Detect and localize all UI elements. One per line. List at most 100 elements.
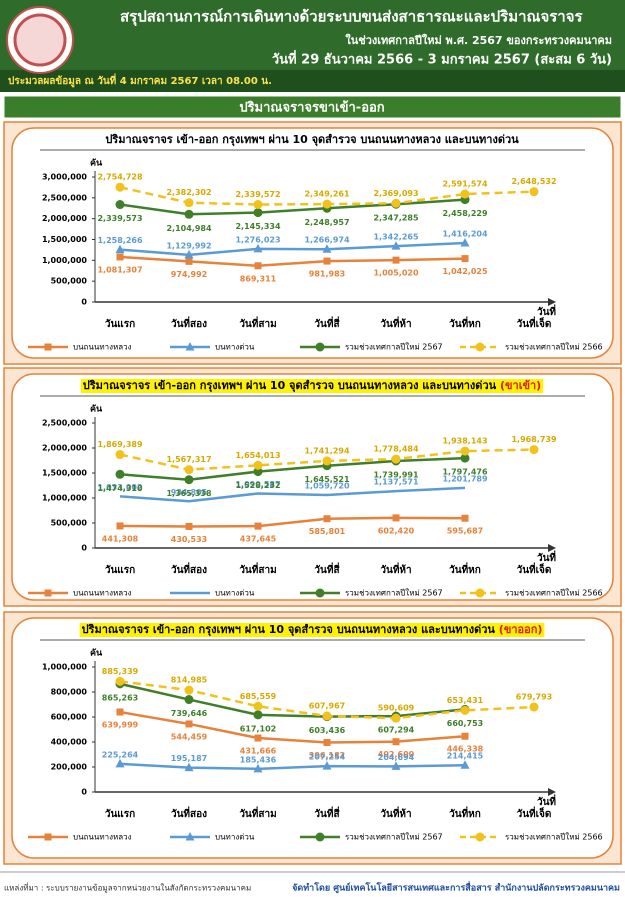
y-tick-label: 2,000,000 xyxy=(42,214,87,223)
marker xyxy=(391,241,401,250)
data-label: 1,869,389 xyxy=(97,440,142,449)
marker xyxy=(184,685,194,695)
data-label: 1,201,789 xyxy=(442,474,487,483)
marker xyxy=(185,522,193,530)
marker xyxy=(253,763,263,773)
x-tick-label: วันที่เจ็ด xyxy=(517,562,552,576)
marker xyxy=(44,833,52,841)
chart-title: ปริมาณจราจร เข้า-ออก กรุงเทพฯ ผ่าน 10 จุ… xyxy=(82,623,543,637)
series: 1,474,310 1,365,338 1,528,232 1,645,521 1,73… xyxy=(97,453,488,498)
marker xyxy=(461,732,469,740)
series: 225,264 195,187 185,436 207,254 204,694 214,4… xyxy=(102,750,484,773)
y-tick-label: 2,500,000 xyxy=(42,419,87,428)
data-label: 981,983 xyxy=(309,270,345,279)
series-line xyxy=(119,682,466,718)
data-label: 2,347,285 xyxy=(373,214,418,223)
section-title: ปริมาณจราจรขาเข้า-ออก xyxy=(239,100,384,116)
title-tag: (ขาออก) xyxy=(499,623,543,636)
marker xyxy=(185,720,193,728)
section-bar xyxy=(3,95,622,119)
y-tick-label: 500,000 xyxy=(51,277,88,286)
marker xyxy=(116,708,124,716)
data-label: 1,258,266 xyxy=(97,236,142,245)
x-tick-label: วันที่สี่ xyxy=(314,562,340,576)
marker xyxy=(460,446,470,456)
series-line xyxy=(119,198,466,216)
y-tick-label: 2,000,000 xyxy=(42,444,87,453)
data-label: 1,797,476 xyxy=(442,468,487,477)
data-label: 1,654,013 xyxy=(235,451,280,460)
data-label: 869,311 xyxy=(240,274,277,283)
legend-label: บนทางด่วน xyxy=(215,589,255,598)
data-label: 607,294 xyxy=(378,726,415,735)
marker xyxy=(322,711,332,721)
data-label: 207,254 xyxy=(309,753,346,762)
data-label: 1,090,587 xyxy=(235,480,280,489)
x-tick-label: วันที่สอง xyxy=(171,562,207,576)
marker xyxy=(184,762,194,772)
x-axis-label: วันที่ xyxy=(537,794,556,808)
marker xyxy=(460,760,470,769)
series: 441,308 430,533 437,645 585,801 602,420 595,6… xyxy=(102,514,483,544)
x-tick-label: วันที่เจ็ด xyxy=(517,806,552,820)
legend-label: รวมช่วงเทศกาลปีใหม่ 2567 xyxy=(345,343,443,352)
marker xyxy=(315,588,325,598)
header-period: วันที่ 29 ธันวาคม 2566 - 3 มกราคม 2567 (… xyxy=(272,50,612,68)
series: 2,754,728 2,382,302 2,339,572 2,349,261 2,36… xyxy=(97,173,557,210)
series-line xyxy=(119,516,466,528)
data-label: 590,609 xyxy=(378,704,415,713)
marker xyxy=(529,187,539,197)
title-highlight xyxy=(80,379,544,393)
y-tick-label: 200,000 xyxy=(51,763,88,772)
data-label: 602,420 xyxy=(378,526,415,535)
data-label: 639,999 xyxy=(102,721,139,730)
marker xyxy=(323,257,331,265)
data-label: 1,938,143 xyxy=(442,437,487,446)
data-label: 431,666 xyxy=(240,747,277,756)
x-axis-arrow xyxy=(548,298,556,306)
y-tick-label: 1,500,000 xyxy=(42,469,87,478)
data-label: 1,129,992 xyxy=(166,241,211,250)
data-label: 225,264 xyxy=(102,750,139,759)
legend-label: บนทางด่วน xyxy=(215,833,255,842)
data-label: 585,801 xyxy=(309,527,346,536)
data-label: 2,591,574 xyxy=(442,180,487,189)
marker xyxy=(115,244,125,254)
data-label: 607,967 xyxy=(309,702,345,711)
marker xyxy=(529,445,539,455)
marker xyxy=(185,342,195,351)
legend-label: บนถนนทางหลวง xyxy=(73,589,132,598)
x-tick-label: วันแรก xyxy=(105,564,135,576)
marker xyxy=(116,253,124,261)
data-label: 1,968,739 xyxy=(511,435,556,444)
data-label: 1,365,338 xyxy=(166,489,211,498)
y-unit: คัน xyxy=(90,158,103,169)
data-label: 1,005,020 xyxy=(373,269,418,278)
x-tick-label: วันที่สอง xyxy=(171,806,207,820)
marker xyxy=(116,522,124,530)
x-tick-label: วันที่หก xyxy=(449,562,481,576)
data-label: 2,648,532 xyxy=(511,177,556,186)
legend-label: รวมช่วงเทศกาลปีใหม่ 2566 xyxy=(505,589,603,598)
series: 639,999 544,459 431,666 396,182 402,600 446,3… xyxy=(102,708,484,760)
header-subtitle: ในช่วงเทศกาลปีใหม่ พ.ศ. 2567 ของกระทรวงค… xyxy=(345,33,612,47)
y-unit: คัน xyxy=(90,648,103,659)
marker xyxy=(115,450,125,460)
series-line xyxy=(119,255,466,268)
marker xyxy=(391,761,401,770)
x-tick-label: วันที่ห้า xyxy=(380,806,411,820)
series-line xyxy=(119,456,466,481)
y-tick-label: 2,500,000 xyxy=(42,193,87,202)
data-label: 660,753 xyxy=(447,719,483,728)
footer-credit: จัดทำโดย ศูนย์เทคโนโลยีสารสนเทศและการสื่… xyxy=(292,881,620,894)
marker xyxy=(460,453,470,463)
data-label: 1,342,265 xyxy=(373,233,418,242)
marker xyxy=(253,200,263,210)
data-label: 2,339,573 xyxy=(97,214,142,223)
x-tick-label: วันที่เจ็ด xyxy=(517,316,552,330)
marker xyxy=(475,832,485,842)
y-tick-label: 1,500,000 xyxy=(42,235,87,244)
marker xyxy=(253,460,263,470)
marker xyxy=(115,182,125,192)
marker xyxy=(115,469,125,479)
